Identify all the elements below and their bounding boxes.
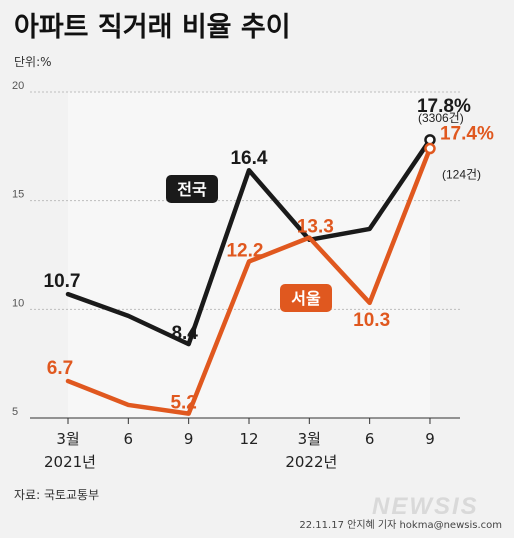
series-tag-box	[166, 175, 218, 203]
data-label: 16.4	[230, 148, 267, 169]
end-marker-seoul	[424, 142, 436, 155]
x-axis: 3월 6 9 12 3월 6 9 2021년 2022년	[30, 417, 460, 471]
unit-label: 단위:%	[14, 55, 52, 69]
data-label: 17.4%	[440, 124, 494, 145]
series-layer	[65, 134, 436, 416]
y-tick-label: 5	[12, 406, 18, 418]
source-note: 자료: 국토교통부	[14, 488, 99, 502]
data-label: 10.3	[353, 310, 390, 331]
y-tick-label: 10	[12, 297, 24, 309]
x-year-label: 2021년	[44, 453, 96, 471]
x-tick-label: 3월	[56, 430, 79, 448]
x-tick-label: 9	[184, 430, 194, 448]
series-tag-box	[280, 284, 332, 312]
series-tag-label: 서울	[291, 289, 321, 308]
credit-line: 22.11.17 안지혜 기자 hokma@newsis.com	[299, 519, 502, 531]
chart-title: 아파트 직거래 비율 추이	[14, 12, 291, 43]
series-line-national	[65, 137, 433, 347]
x-year-label: 2022년	[285, 453, 337, 471]
y-tick-label: 15	[12, 189, 24, 201]
series-tag-label: 전국	[177, 180, 207, 199]
newsis-logo: NEWSIS	[372, 493, 479, 520]
series-line-seoul	[65, 146, 433, 416]
data-label: 17.8%	[417, 96, 471, 117]
plot-area	[68, 92, 430, 418]
x-tick-label: 6	[124, 430, 134, 448]
count-note: (124건)	[442, 168, 481, 182]
data-label: 5.2	[170, 393, 196, 414]
data-label: 10.7	[44, 271, 81, 292]
data-label: 8.4	[171, 323, 198, 344]
x-tick-label: 6	[365, 430, 375, 448]
x-tick-label: 3월	[298, 430, 321, 448]
data-label: 13.3	[297, 217, 334, 238]
plot-background	[68, 92, 430, 418]
data-labels: 10.7 8.4 16.4 17.8%(3306건) 6.7 5.2 12.2 13.3 10.…	[44, 96, 494, 414]
data-label: 12.2	[226, 241, 263, 262]
x-tick-label: 9	[425, 430, 435, 448]
data-label: 6.7	[47, 358, 73, 379]
x-tick-label: 12	[239, 430, 258, 448]
count-note: (3306건)	[418, 111, 464, 125]
y-tick-label: 20	[12, 80, 24, 92]
y-axis: 5 10 15 20	[12, 80, 24, 418]
